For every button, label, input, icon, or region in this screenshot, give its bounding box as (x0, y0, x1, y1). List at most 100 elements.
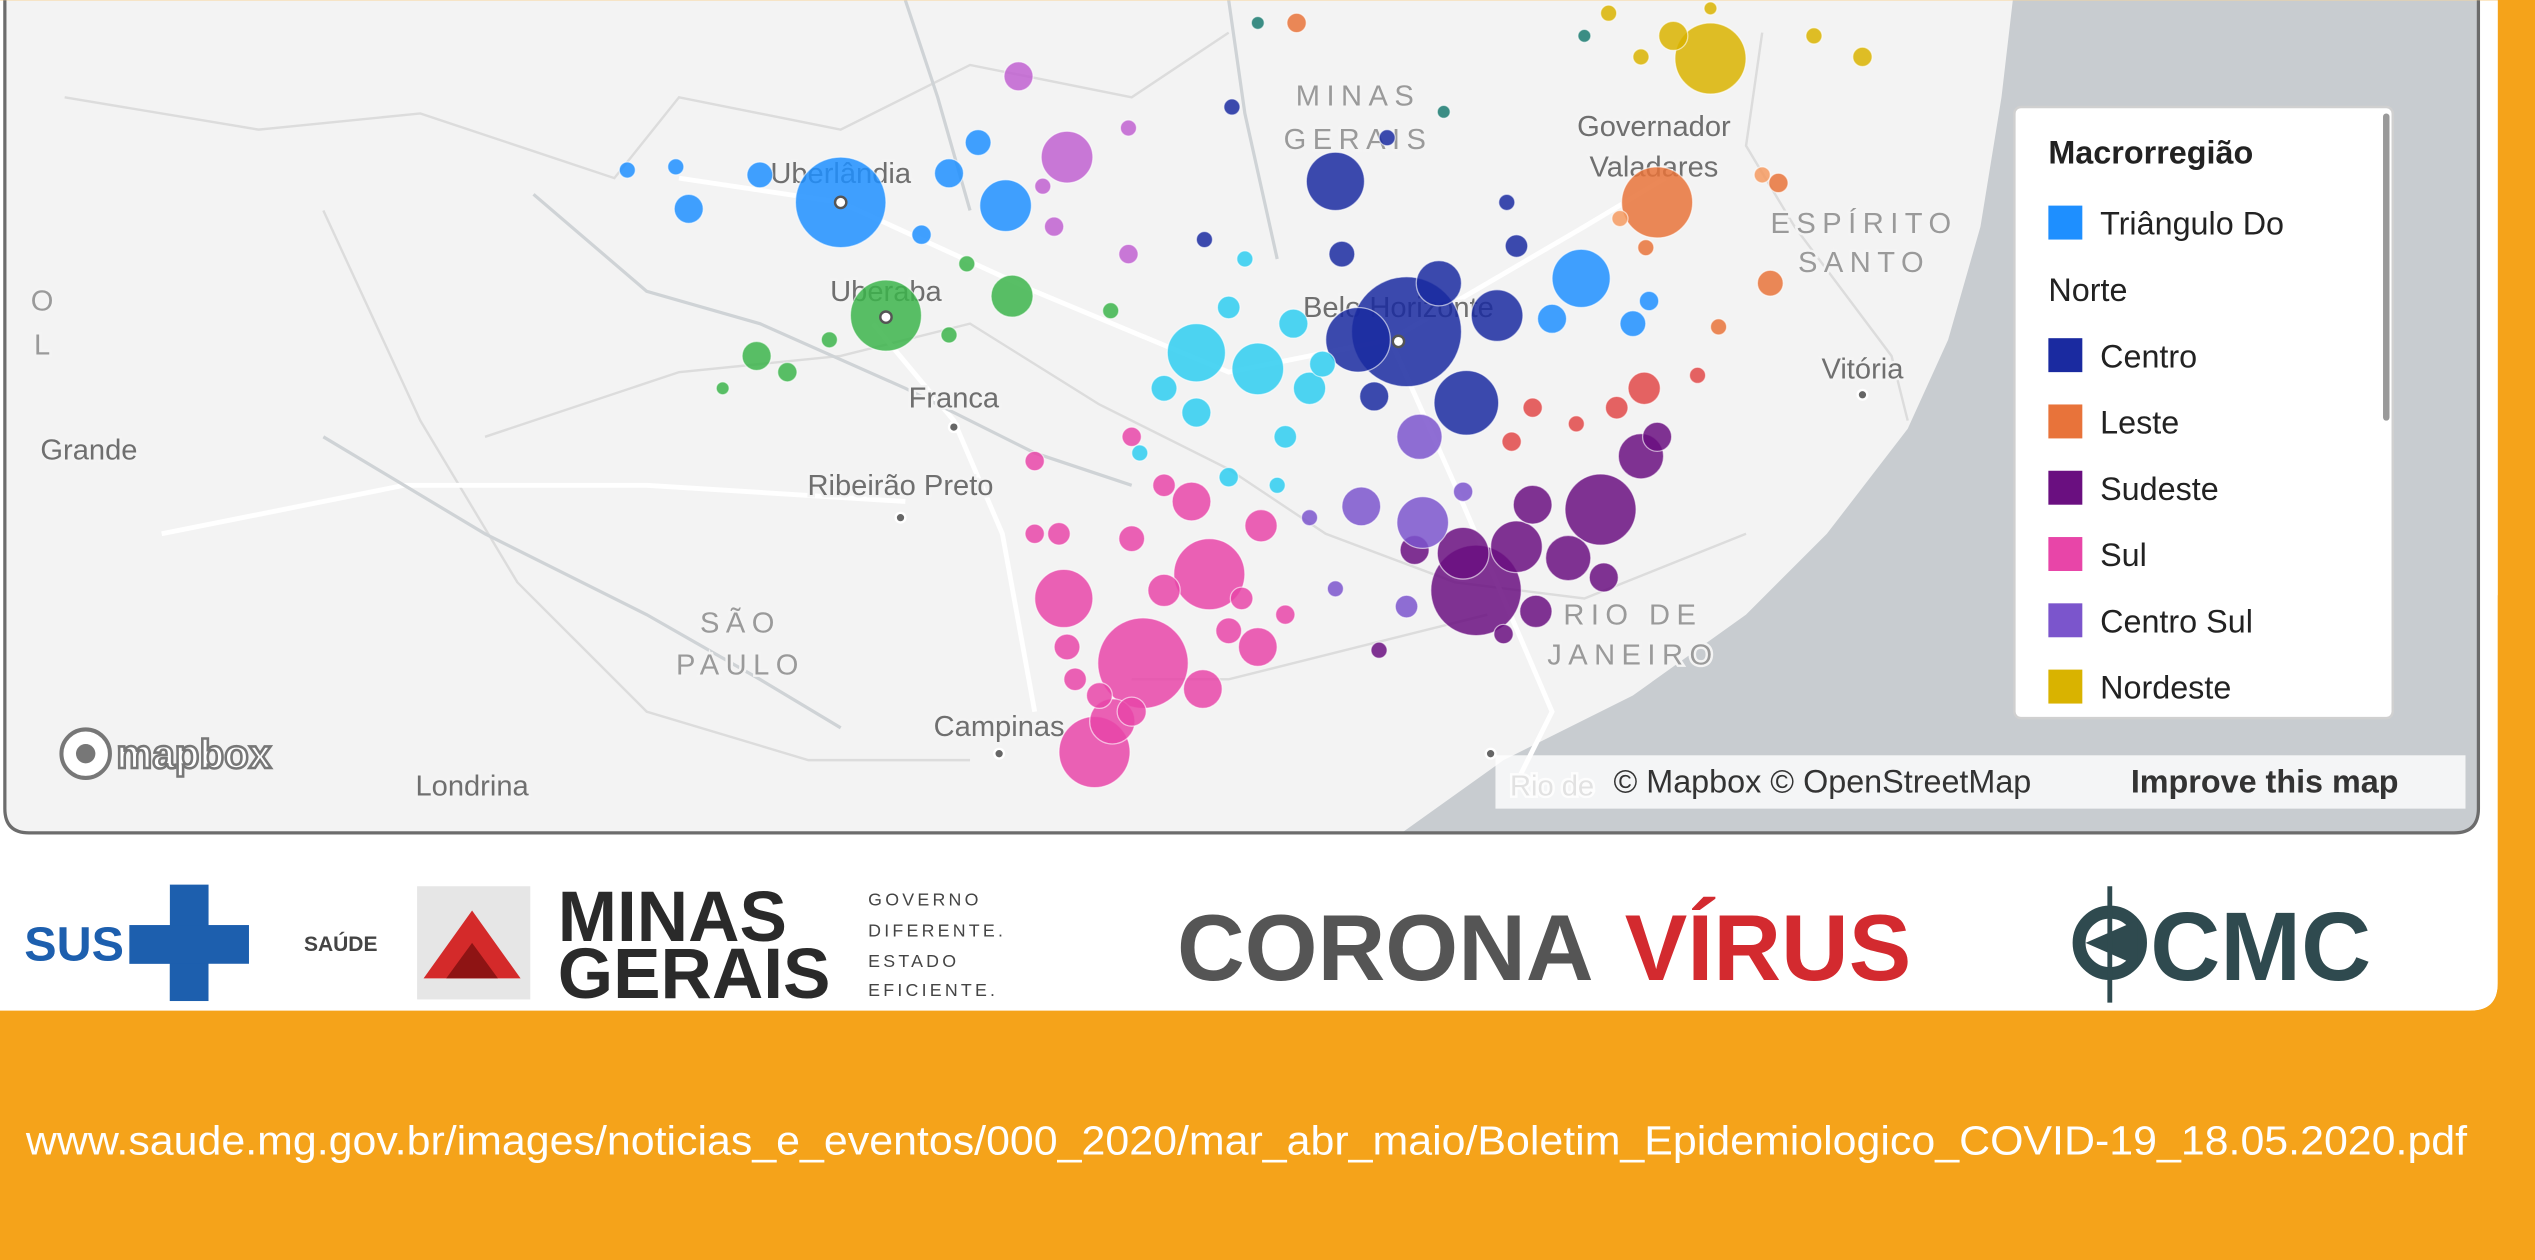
bubble (1182, 668, 1223, 710)
legend-swatch (2048, 603, 2083, 638)
legend-label: Centro (2100, 339, 2198, 376)
bubble (1658, 20, 1689, 52)
source-url[interactable]: www.saude.mg.gov.br/images/noticias_e_ev… (25, 1118, 2468, 1164)
legend-item[interactable]: Sudeste (2048, 458, 2355, 524)
city-dot (833, 195, 848, 210)
bubble (618, 161, 637, 179)
bubble (1195, 230, 1214, 249)
bubble (1121, 426, 1143, 448)
gerais-text: GERAIS (558, 935, 831, 1014)
bubble (1119, 119, 1138, 137)
bubble (820, 331, 839, 349)
legend-item[interactable]: Centro Sul (2048, 590, 2355, 656)
legend-item[interactable]: Nordeste (2048, 657, 2355, 718)
bubble (1053, 633, 1081, 661)
bubble (1611, 209, 1629, 228)
legend-item[interactable]: Sul (2048, 524, 2355, 590)
improve-link[interactable]: Improve this map (2131, 763, 2399, 799)
bubble (1237, 626, 1278, 668)
place-label: PAULO (676, 649, 805, 681)
bubble (1326, 580, 1345, 598)
bubble (1063, 667, 1088, 692)
legend-item[interactable]: Leste (2048, 392, 2355, 458)
bubble (990, 274, 1034, 318)
bubble (1216, 295, 1241, 320)
place-label: Londrina (415, 771, 529, 803)
corona-text: CORONA (1177, 895, 1594, 1000)
bubble (1292, 371, 1327, 406)
bubble (1433, 369, 1500, 436)
legend-label: Centro Sul (2100, 604, 2253, 641)
bubble (715, 381, 730, 396)
bubble (1637, 238, 1655, 257)
bubble (1118, 243, 1139, 265)
bubble (1150, 374, 1178, 402)
place-label: Governador (1577, 111, 1731, 143)
bubble (1101, 301, 1120, 320)
legend-scrollbar[interactable] (2383, 113, 2390, 421)
legend-item[interactable]: Triângulo Do Norte (2048, 193, 2355, 326)
bubble (1003, 61, 1034, 92)
bubble (1268, 476, 1286, 495)
bubble (1325, 306, 1392, 373)
place-label: Ribeirão Preto (808, 470, 994, 502)
bubble (1489, 520, 1543, 574)
bubble (741, 340, 772, 372)
legend-box (2013, 105, 2394, 720)
place-label: MINAS (1296, 80, 1420, 112)
legend-swatch (2048, 338, 2083, 373)
bubble (1452, 481, 1474, 503)
bubble (1396, 495, 1450, 550)
bubble (940, 326, 958, 344)
bubble (1341, 486, 1382, 527)
bubble (1709, 318, 1728, 336)
bubble (1359, 381, 1390, 412)
bubble (1470, 289, 1524, 343)
bubble (1181, 397, 1212, 428)
bubble (746, 161, 774, 189)
bubble (1250, 15, 1265, 31)
city-dot (1856, 388, 1869, 401)
bubble (1415, 259, 1463, 307)
bubble (911, 224, 932, 246)
place-label: Vitória (1821, 354, 1904, 386)
legend-list: Macrorregião Triângulo Do Norte Centro Les… (2014, 107, 2383, 718)
mapbox-logo[interactable]: mapbox (59, 727, 273, 780)
attribution[interactable]: © Mapbox © OpenStreetMap (1613, 763, 2031, 799)
legend-swatch (2048, 537, 2083, 571)
bubble (1305, 151, 1366, 212)
bubble (1300, 508, 1319, 527)
bubble (1116, 696, 1147, 727)
bubble (1512, 484, 1553, 525)
bubble (1619, 310, 1647, 338)
bubble (1308, 350, 1337, 378)
bubble (1286, 12, 1307, 34)
virus-text: VÍRUS (1625, 895, 1912, 1000)
rivers (322, 0, 1279, 730)
bubble (1805, 27, 1823, 45)
place-label: SÃO (700, 605, 781, 639)
bubble (1564, 473, 1637, 546)
bubble (1599, 4, 1618, 22)
attribution-bar (1495, 755, 2466, 809)
legend-title: Macrorregião (2048, 136, 2254, 172)
bubble (964, 128, 992, 157)
borders (64, 31, 1909, 762)
place-label: RIO DE (1563, 599, 1702, 631)
bubble (1273, 424, 1298, 449)
place-label: Franca (909, 383, 1000, 415)
bubble (1085, 681, 1113, 710)
legend-item[interactable]: Centro (2048, 325, 2355, 391)
slogan-line: EFICIENTE. (868, 980, 998, 1000)
bubble (1604, 395, 1629, 420)
bubble (1522, 397, 1543, 419)
bubble (1328, 240, 1356, 268)
bubble (1493, 623, 1514, 645)
place-label: JANEIRO (1547, 640, 1718, 672)
map: MINASGERAISUberlândiaUberabaFrancaRibeir… (3, 0, 2481, 835)
bubble (1551, 248, 1611, 309)
bubble (1627, 371, 1662, 406)
bubble (1034, 568, 1094, 629)
bubble (1436, 526, 1490, 580)
